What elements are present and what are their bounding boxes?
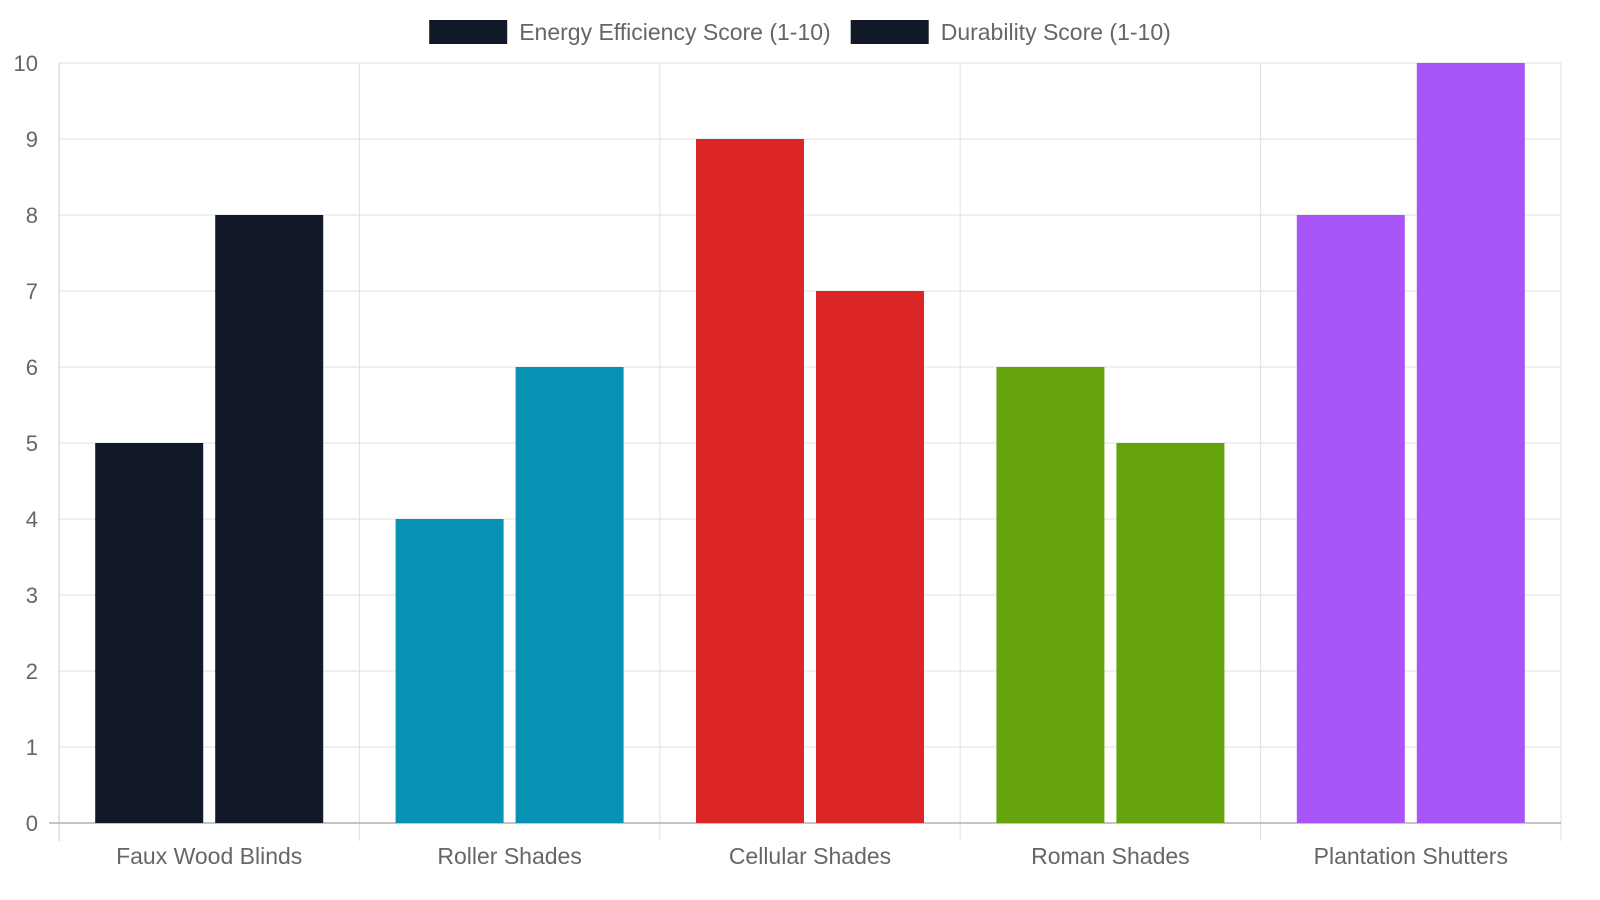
legend-swatch bbox=[850, 20, 929, 44]
y-tick-label: 6 bbox=[26, 355, 38, 380]
bar-energy-efficiency bbox=[996, 367, 1105, 823]
y-tick-label: 1 bbox=[26, 735, 38, 760]
x-tick-label: Roller Shades bbox=[437, 843, 581, 869]
bar-energy-efficiency bbox=[1296, 215, 1405, 823]
y-tick-label: 5 bbox=[26, 431, 38, 456]
legend: Energy Efficiency Score (1-10) Durability… bbox=[429, 19, 1171, 45]
bar-energy-efficiency bbox=[696, 139, 804, 823]
bar-durability bbox=[515, 367, 624, 823]
y-tick-label: 9 bbox=[26, 127, 38, 152]
y-tick-label: 4 bbox=[26, 507, 38, 532]
y-tick-label: 7 bbox=[26, 279, 38, 304]
x-tick-label: Cellular Shades bbox=[729, 843, 891, 869]
y-tick-label: 10 bbox=[14, 51, 38, 76]
bar-energy-efficiency bbox=[95, 443, 204, 823]
x-tick-label: Roman Shades bbox=[1031, 843, 1190, 869]
y-tick-label: 2 bbox=[26, 659, 38, 684]
bar-energy-efficiency bbox=[395, 519, 504, 823]
x-tick-label: Plantation Shutters bbox=[1314, 843, 1508, 869]
y-tick-label: 0 bbox=[26, 811, 38, 836]
legend-swatch bbox=[429, 20, 508, 44]
bar-durability bbox=[1416, 63, 1525, 823]
x-tick-label: Faux Wood Blinds bbox=[116, 843, 302, 869]
bar-durability bbox=[816, 291, 924, 823]
legend-label: Durability Score (1-10) bbox=[941, 19, 1171, 45]
legend-label: Energy Efficiency Score (1-10) bbox=[519, 19, 831, 45]
bars bbox=[95, 63, 1525, 823]
bar-durability bbox=[1116, 443, 1225, 823]
category-labels: Faux Wood Blinds Roller Shades Cellular Sh… bbox=[116, 843, 1508, 869]
y-tick-label: 3 bbox=[26, 583, 38, 608]
bar-durability bbox=[215, 215, 324, 823]
y-tick-label: 8 bbox=[26, 203, 38, 228]
